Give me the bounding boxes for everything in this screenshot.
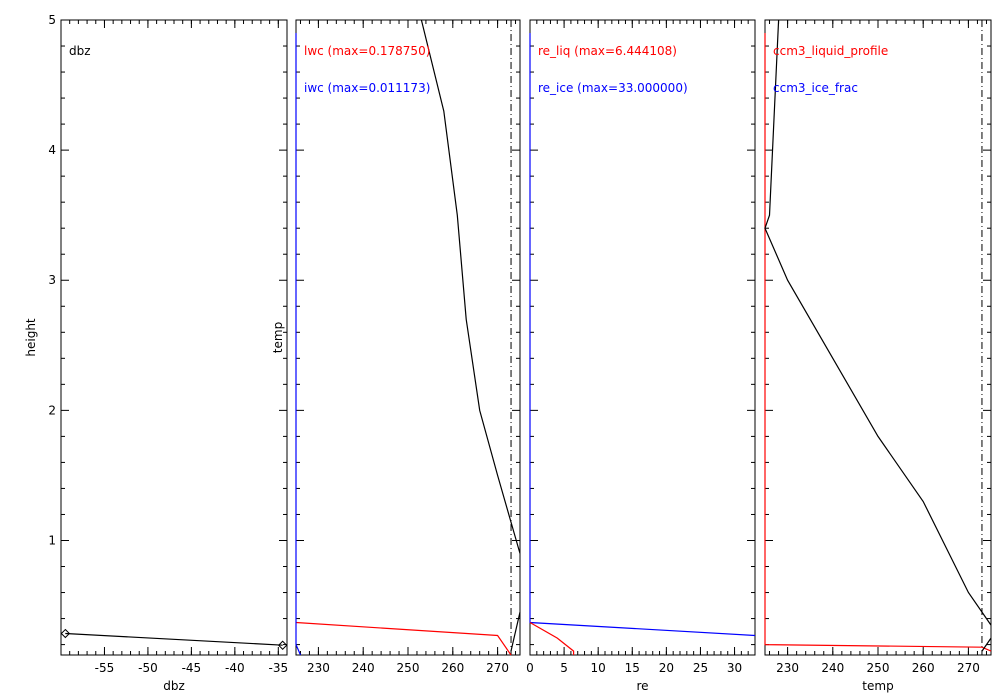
legend-annotation: re_ice (max=33.000000) xyxy=(538,81,688,95)
x-tick-label: 20 xyxy=(659,661,674,675)
series-line-re-0 xyxy=(529,33,756,637)
plot-frame xyxy=(295,19,521,656)
plot-frame xyxy=(529,19,756,656)
legend-annotation: iwc (max=0.011173) xyxy=(304,81,430,95)
panel-ccm3: 230 240 250 260 270 temp ccm3_liquid_profilecc… xyxy=(764,19,992,693)
x-axis-label: re xyxy=(636,679,648,693)
y-tick-label: 1 xyxy=(48,533,56,547)
legend-annotation: ccm3_liquid_profile xyxy=(773,44,888,58)
series-line-ccm3-0 xyxy=(764,33,992,652)
x-tick-label: 5 xyxy=(560,661,568,675)
series-line-re-1 xyxy=(529,621,575,655)
x-tick-label: 240 xyxy=(352,661,375,675)
y-tick-label: 4 xyxy=(48,143,56,157)
legend-annotation: lwc (max=0.178750) xyxy=(304,44,430,58)
x-tick-label: -45 xyxy=(182,661,202,675)
y-tick-label: 3 xyxy=(48,273,56,287)
x-axis-label: dbz xyxy=(163,679,185,693)
series-line-ccm3-2 xyxy=(981,637,992,652)
legend-annotation: ccm3_ice_frac xyxy=(773,81,858,95)
x-tick-label: 0 xyxy=(526,661,534,675)
x-tick-label: 260 xyxy=(912,661,935,675)
panel-lwc: 230 240 250 260 270 temp lwc (max=0.178750) iwc… xyxy=(271,19,521,675)
data-point-marker xyxy=(277,640,288,650)
x-tick-label: -40 xyxy=(225,661,245,675)
x-tick-label: -50 xyxy=(138,661,158,675)
x-tick-label: 250 xyxy=(397,661,420,675)
plot-frame xyxy=(764,19,992,656)
y-axis-label: height xyxy=(24,318,38,357)
x-tick-label: 15 xyxy=(625,661,640,675)
x-tick-label: 230 xyxy=(776,661,799,675)
x-tick-label: 30 xyxy=(727,661,742,675)
series-line-ccm3-1 xyxy=(764,19,992,626)
x-tick-label: 250 xyxy=(867,661,890,675)
legend-annotation: dbz xyxy=(69,44,91,58)
x-tick-label: -55 xyxy=(95,661,115,675)
y-tick-label: 5 xyxy=(48,13,56,27)
data-point-marker xyxy=(60,628,71,639)
y-tick-label: 2 xyxy=(48,403,56,417)
x-axis-label: temp xyxy=(862,679,893,693)
panel-re: 0 5 10 15 20 25 30 re re_liq (max=6.444108) re_ic… xyxy=(526,19,756,693)
series-line-lwc-2 xyxy=(420,19,521,554)
y-axis-label: temp xyxy=(271,322,285,353)
x-tick-label: 240 xyxy=(821,661,844,675)
series-line-lwc-1 xyxy=(295,33,302,656)
x-tick-label: 270 xyxy=(486,661,509,675)
series-line-lwc-0 xyxy=(295,621,512,656)
x-tick-label: 10 xyxy=(591,661,606,675)
x-tick-label: 260 xyxy=(441,661,464,675)
panel-dbz: -55 -50 -45 -40 -35 1 2 3 4 5 dbz height dbz xyxy=(24,13,288,693)
x-tick-label: 25 xyxy=(693,661,708,675)
series-line-dbz-0 xyxy=(65,632,283,646)
plot-frame xyxy=(60,19,288,656)
x-tick-label: 270 xyxy=(957,661,980,675)
x-tick-label: 230 xyxy=(307,661,330,675)
series-line-lwc-3 xyxy=(510,611,521,652)
x-tick-label: -35 xyxy=(269,661,289,675)
legend-annotation: re_liq (max=6.444108) xyxy=(538,44,677,58)
